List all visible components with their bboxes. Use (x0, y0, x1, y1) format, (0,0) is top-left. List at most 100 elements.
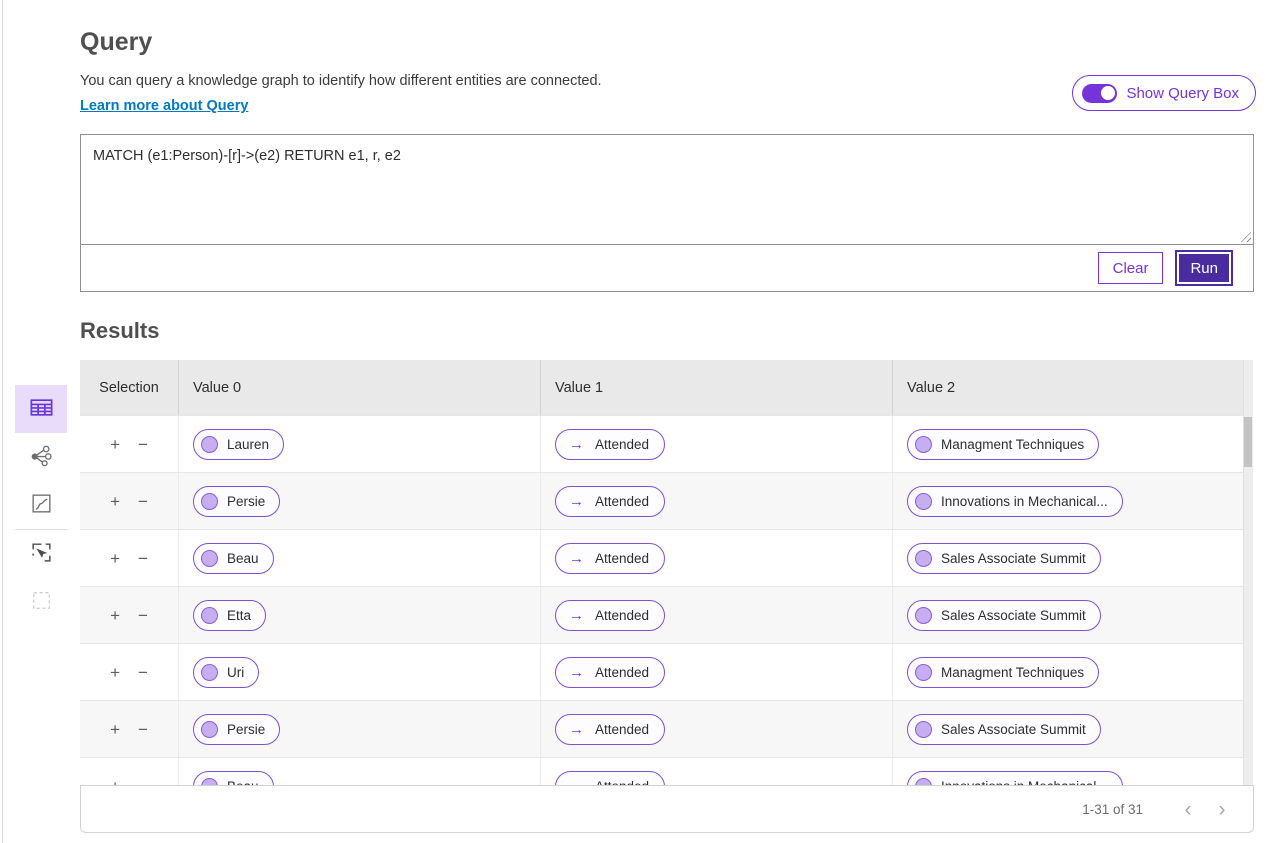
add-to-selection-button[interactable]: + (110, 662, 120, 682)
map-route-icon (29, 491, 54, 519)
toggle-knob (1099, 85, 1116, 101)
remove-from-selection-button[interactable]: − (138, 662, 148, 682)
table-row: + − Persie → Attended Innovations in Mech… (80, 472, 1253, 529)
clear-button[interactable]: Clear (1097, 252, 1164, 284)
query-input[interactable]: MATCH (e1:Person)-[r]->(e2) RETURN e1, r… (81, 135, 1253, 244)
add-to-selection-button[interactable]: + (108, 776, 122, 786)
pagination-next-button[interactable]: › (1205, 799, 1239, 820)
relationship-pill[interactable]: →Attended (555, 599, 666, 631)
entity-pill[interactable]: Beau (193, 542, 274, 574)
show-query-box-toggle[interactable]: Show Query Box (1072, 75, 1256, 111)
column-header-selection: Selection (80, 360, 179, 415)
table-row: + − Uri → Attended Managment Techniques (80, 643, 1253, 700)
add-to-selection-button[interactable]: + (110, 719, 120, 739)
network-graph-icon (29, 443, 54, 471)
page-description: You can query a knowledge graph to ident… (80, 73, 602, 89)
remove-from-selection-button[interactable]: − (138, 491, 148, 511)
entity-pill[interactable]: Innovations in Mechanical... (907, 485, 1123, 517)
learn-more-link[interactable]: Learn more about Query (80, 98, 249, 114)
remove-from-selection-button[interactable]: − (136, 776, 150, 786)
entity-dot-icon (201, 549, 218, 567)
arrow-right-icon: → (569, 779, 584, 786)
map-view-button[interactable] (15, 481, 67, 529)
entity-pill[interactable]: Etta (193, 599, 267, 631)
entity-pill[interactable]: Lauren (193, 428, 285, 460)
relationship-pill[interactable]: →Attended (555, 713, 666, 745)
select-on-map-button[interactable] (15, 530, 67, 578)
entity-dot-icon (915, 606, 932, 624)
entity-dot-icon (915, 777, 932, 785)
run-button[interactable]: Run (1175, 250, 1233, 286)
table-view-button[interactable] (15, 385, 67, 433)
show-query-box-label: Show Query Box (1126, 84, 1239, 102)
column-header-value1: Value 1 (541, 360, 893, 415)
selection-tool-button-disabled (15, 578, 67, 626)
relationship-pill[interactable]: →Attended (555, 542, 666, 574)
view-switcher-sidebar (15, 385, 67, 626)
column-header-value2: Value 2 (907, 379, 956, 396)
entity-dot-icon (915, 663, 932, 681)
sidebar-divider (15, 529, 67, 530)
arrow-right-icon: → (569, 435, 584, 453)
arrow-right-icon: → (569, 663, 584, 681)
relationship-pill[interactable]: →Attended (555, 428, 666, 460)
entity-dot-icon (201, 606, 218, 624)
entity-pill[interactable]: Innovations in Mechanical... (907, 770, 1123, 785)
add-to-selection-button[interactable]: + (110, 548, 120, 568)
entity-dot-icon (915, 435, 932, 453)
column-header-value0: Value 0 (179, 360, 541, 415)
table-row: + − Persie → Attended Sales Associate Sum… (80, 700, 1253, 757)
graph-view-button[interactable] (15, 433, 67, 481)
add-to-selection-button[interactable]: + (110, 605, 120, 625)
remove-from-selection-button[interactable]: − (138, 719, 148, 739)
pagination-prev-button[interactable]: ‹ (1171, 799, 1205, 820)
table-row: + − Lauren → Attended Managment Technique… (80, 415, 1253, 472)
table-scrollbar-track[interactable] (1243, 360, 1253, 785)
entity-pill[interactable]: Beau (193, 770, 274, 785)
table-icon (28, 394, 55, 424)
entity-dot-icon (201, 663, 218, 681)
entity-pill[interactable]: Persie (193, 485, 281, 517)
entity-dot-icon (201, 435, 218, 453)
entity-dot-icon (915, 720, 932, 738)
entity-pill[interactable]: Managment Techniques (907, 428, 1100, 460)
relationship-pill[interactable]: →Attended (555, 656, 666, 688)
table-row: + − Beau → Attended Sales Associate Summi… (80, 529, 1253, 586)
remove-from-selection-button[interactable]: − (138, 434, 148, 454)
entity-pill[interactable]: Uri (193, 656, 260, 688)
entity-dot-icon (915, 492, 932, 510)
query-actions: Clear Run (81, 245, 1253, 291)
entity-pill[interactable]: Persie (193, 713, 281, 745)
entity-pill[interactable]: Managment Techniques (907, 656, 1100, 688)
dashed-square-icon (29, 588, 54, 616)
add-to-selection-button[interactable]: + (110, 491, 120, 511)
query-input-wrap: MATCH (e1:Person)-[r]->(e2) RETURN e1, r… (81, 135, 1253, 245)
entity-pill[interactable]: Sales Associate Summit (907, 713, 1101, 745)
entity-dot-icon (915, 549, 932, 567)
relationship-pill[interactable]: →Attended (555, 770, 666, 786)
toggle-switch-icon[interactable] (1082, 83, 1118, 103)
remove-from-selection-button[interactable]: − (138, 605, 148, 625)
arrow-right-icon: → (569, 549, 584, 567)
results-table: Selection Value 0 Value 1 Value 2 + − La… (80, 360, 1253, 785)
table-row: + − Beau →Attended Innovations in Mechan… (80, 757, 1253, 785)
pagination-range-label: 1-31 of 31 (1082, 801, 1143, 817)
results-title: Results (80, 318, 160, 343)
remove-from-selection-button[interactable]: − (138, 548, 148, 568)
table-row: + − Etta → Attended Sales Associate Summi… (80, 586, 1253, 643)
arrow-right-icon: → (569, 720, 584, 738)
entity-dot-icon (201, 777, 218, 785)
arrow-right-icon: → (569, 606, 584, 624)
entity-pill[interactable]: Sales Associate Summit (907, 599, 1101, 631)
map-select-icon (29, 540, 54, 568)
page-title: Query (80, 28, 153, 56)
relationship-pill[interactable]: →Attended (555, 485, 666, 517)
arrow-right-icon: → (569, 492, 584, 510)
table-scrollbar-thumb[interactable] (1244, 417, 1252, 467)
entity-dot-icon (201, 492, 218, 510)
add-to-selection-button[interactable]: + (110, 434, 120, 454)
pagination-bar: 1-31 of 31 ‹ › (80, 785, 1254, 833)
entity-pill[interactable]: Sales Associate Summit (907, 542, 1101, 574)
page-left-border (2, 0, 3, 843)
